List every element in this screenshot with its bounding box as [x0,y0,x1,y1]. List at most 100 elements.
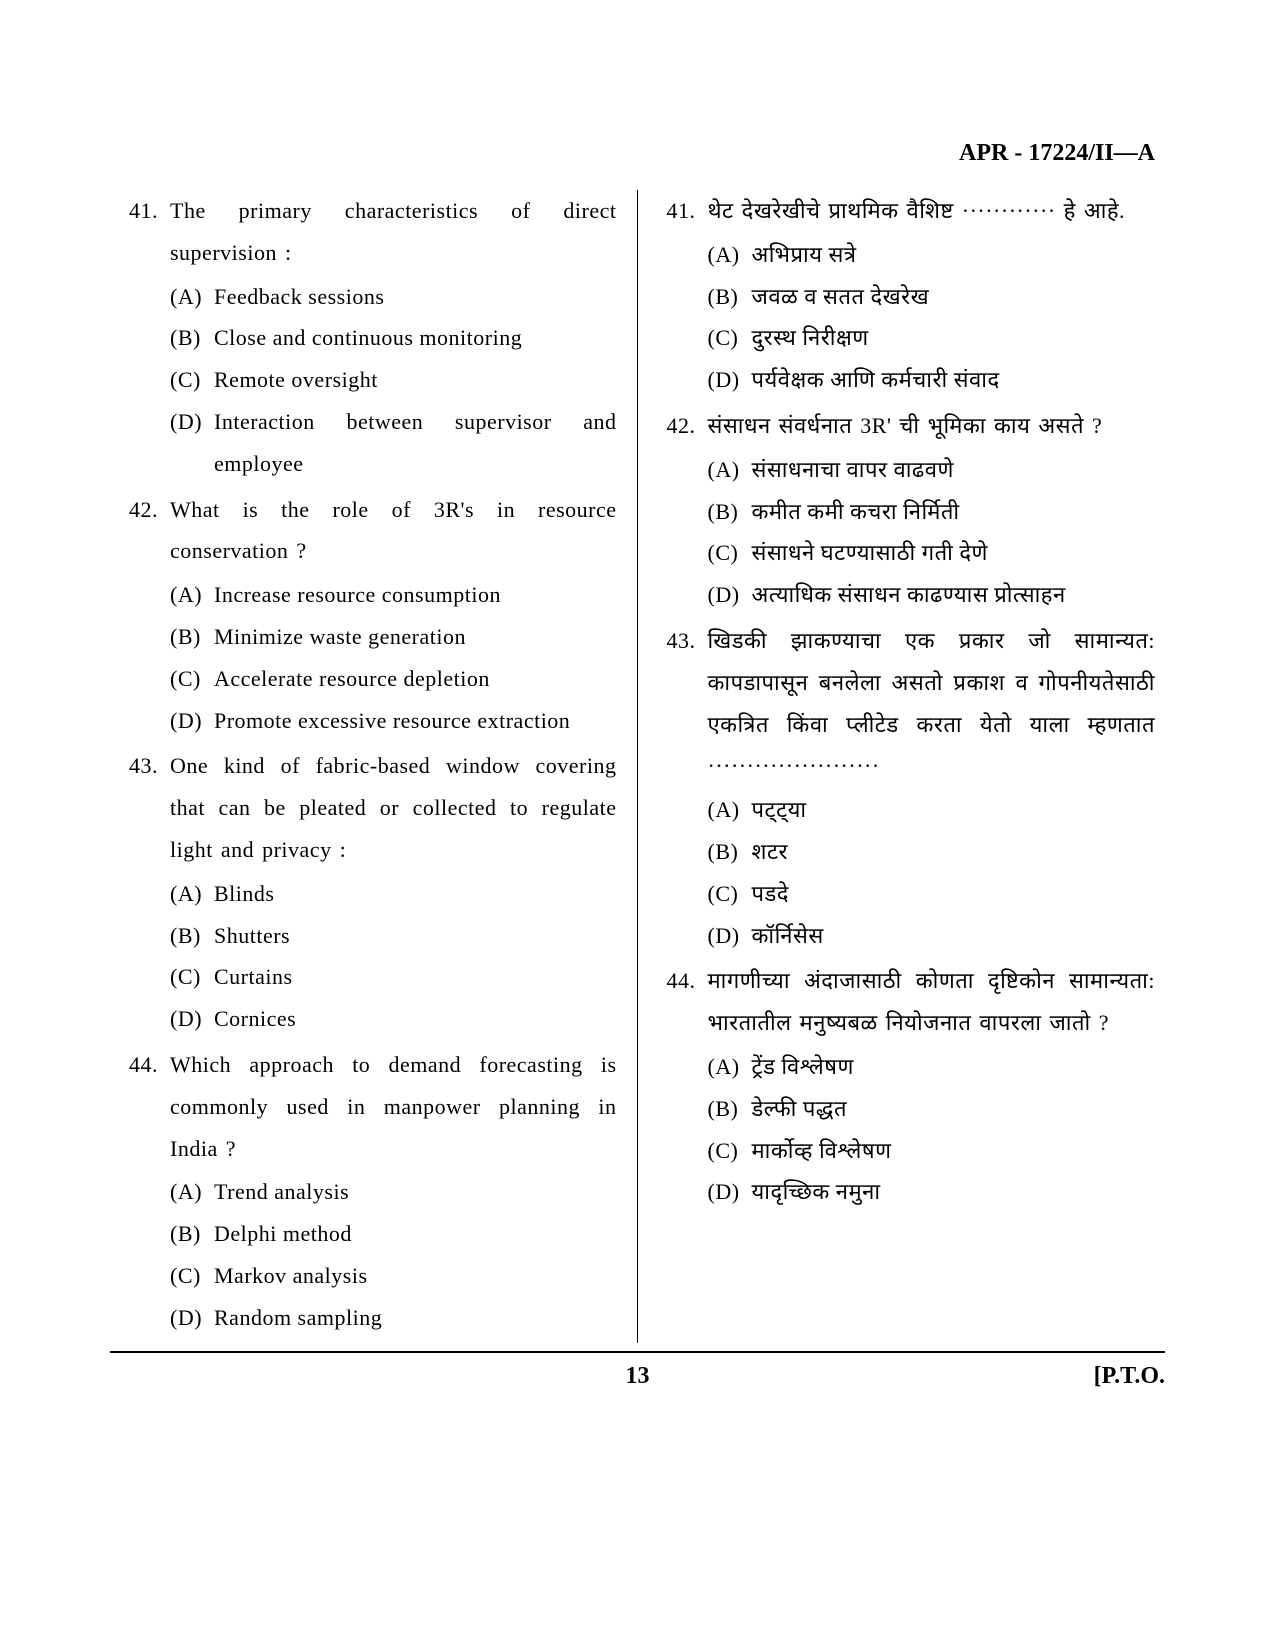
option-label: (C) [708,1130,752,1172]
question-number: 44. [658,960,708,1213]
option-text: जवळ व सतत देखरेख [752,276,1156,318]
question-number: 42. [120,489,170,742]
option-text: Interaction between supervisor and emplo… [214,401,617,485]
question-number: 44. [120,1044,170,1339]
option-label: (A) [708,449,752,491]
option-label: (D) [708,1171,752,1213]
option-label: (B) [170,317,214,359]
question-text: One kind of fabric-based window covering… [170,745,617,870]
question-text: What is the role of 3R's in resource con… [170,489,617,573]
answer-option: (B)Close and continuous monitoring [170,317,617,359]
question-body: Which approach to demand forecasting is … [170,1044,617,1339]
option-label: (C) [708,873,752,915]
option-label: (B) [708,1088,752,1130]
option-text: कॉर्निसेस [752,915,1156,957]
question-body: खिडकी झाकण्याचा एक प्रकार जो सामान्यत: क… [708,620,1156,956]
option-text: Promote excessive resource extraction [214,700,617,742]
answer-option: (D)Promote excessive resource extraction [170,700,617,742]
answer-option: (C)Curtains [170,956,617,998]
answer-option: (B)कमीत कमी कचरा निर्मिती [708,491,1156,533]
option-label: (B) [708,276,752,318]
question-body: One kind of fabric-based window covering… [170,745,617,1040]
answer-option: (A)Trend analysis [170,1171,617,1213]
question-body: संसाधन संवर्धनात 3R' ची भूमिका काय असते … [708,405,1156,616]
left-column-english: 41.The primary characteristics of direct… [110,190,638,1343]
option-text: डेल्फी पद्धत [752,1088,1156,1130]
question-number: 42. [658,405,708,616]
question-block: 42.संसाधन संवर्धनात 3R' ची भूमिका काय अस… [658,405,1156,616]
option-label: (A) [708,1046,752,1088]
answer-option: (A)Blinds [170,873,617,915]
option-text: दुरस्थ निरीक्षण [752,317,1156,359]
option-label: (C) [170,1255,214,1297]
option-text: ट्रेंड विश्लेषण [752,1046,1156,1088]
answer-option: (A)अभिप्राय सत्रे [708,234,1156,276]
answer-option: (B)शटर [708,831,1156,873]
option-text: Markov analysis [214,1255,617,1297]
option-text: Increase resource consumption [214,574,617,616]
option-text: पर्यवेक्षक आणि कर्मचारी संवाद [752,359,1156,401]
question-text: Which approach to demand forecasting is … [170,1044,617,1169]
option-label: (A) [708,234,752,276]
option-text: यादृच्छिक नमुना [752,1171,1156,1213]
answer-option: (A)संसाधनाचा वापर वाढवणे [708,449,1156,491]
answer-option: (A)पट्ट्या [708,789,1156,831]
option-text: Trend analysis [214,1171,617,1213]
question-block: 43.खिडकी झाकण्याचा एक प्रकार जो सामान्यत… [658,620,1156,956]
answer-option: (A)Increase resource consumption [170,574,617,616]
option-label: (B) [708,491,752,533]
answer-option: (B)जवळ व सतत देखरेख [708,276,1156,318]
option-label: (D) [170,998,214,1040]
option-text: Cornices [214,998,617,1040]
option-label: (A) [170,574,214,616]
answer-option: (D)कॉर्निसेस [708,915,1156,957]
question-block: 41.The primary characteristics of direct… [120,190,617,485]
paper-code-header: APR - 17224/II—A [959,140,1155,167]
option-text: Curtains [214,956,617,998]
question-block: 44.मागणीच्या अंदाजासाठी कोणता दृष्टिकोन … [658,960,1156,1213]
option-text: Close and continuous monitoring [214,317,617,359]
option-text: Minimize waste generation [214,616,617,658]
answer-option: (B)डेल्फी पद्धत [708,1088,1156,1130]
option-label: (D) [708,359,752,401]
option-text: शटर [752,831,1156,873]
option-label: (B) [170,1213,214,1255]
option-label: (D) [170,700,214,742]
option-label: (C) [170,658,214,700]
option-label: (B) [708,831,752,873]
option-label: (B) [170,616,214,658]
answer-option: (A)Feedback sessions [170,276,617,318]
option-label: (A) [708,789,752,831]
option-label: (D) [708,915,752,957]
answer-option: (C)दुरस्थ निरीक्षण [708,317,1156,359]
question-block: 44.Which approach to demand forecasting … [120,1044,617,1339]
question-content: 41.The primary characteristics of direct… [110,190,1165,1343]
question-text: मागणीच्या अंदाजासाठी कोणता दृष्टिकोन साम… [708,960,1156,1044]
answer-option: (B)Shutters [170,915,617,957]
question-number: 41. [658,190,708,401]
question-number: 41. [120,190,170,485]
option-text: मार्कोव्ह विश्लेषण [752,1130,1156,1172]
option-text: Accelerate resource depletion [214,658,617,700]
option-text: संसाधने घटण्यासाठी गती देणे [752,532,1156,574]
option-text: Random sampling [214,1297,617,1339]
question-text: खिडकी झाकण्याचा एक प्रकार जो सामान्यत: क… [708,620,1156,787]
option-label: (C) [708,317,752,359]
question-text: The primary characteristics of direct su… [170,190,617,274]
question-block: 43.One kind of fabric-based window cover… [120,745,617,1040]
option-label: (C) [170,956,214,998]
answer-option: (D)Interaction between supervisor and em… [170,401,617,485]
answer-option: (D)Cornices [170,998,617,1040]
option-text: Remote oversight [214,359,617,401]
question-body: मागणीच्या अंदाजासाठी कोणता दृष्टिकोन साम… [708,960,1156,1213]
option-text: पट्ट्या [752,789,1156,831]
answer-option: (B)Delphi method [170,1213,617,1255]
question-number: 43. [120,745,170,1040]
answer-option: (D)यादृच्छिक नमुना [708,1171,1156,1213]
answer-option: (D)Random sampling [170,1297,617,1339]
question-block: 41.थेट देखरेखीचे प्राथमिक वैशिष्ट ······… [658,190,1156,401]
question-body: What is the role of 3R's in resource con… [170,489,617,742]
question-text: थेट देखरेखीचे प्राथमिक वैशिष्ट ·········… [708,190,1156,232]
answer-option: (C)Accelerate resource depletion [170,658,617,700]
question-body: थेट देखरेखीचे प्राथमिक वैशिष्ट ·········… [708,190,1156,401]
